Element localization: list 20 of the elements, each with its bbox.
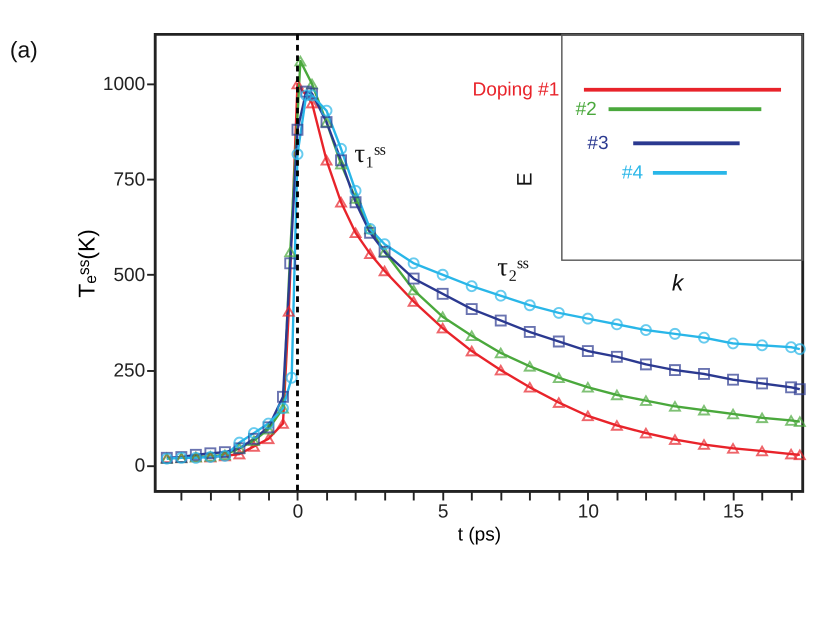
x-axis-title: t (ps)	[458, 524, 502, 546]
text: Doping #1	[472, 79, 560, 100]
y-tick-label: 0	[134, 456, 146, 477]
y-tick-label: 500	[113, 264, 146, 286]
text: #3	[587, 133, 609, 154]
text: (a)	[10, 36, 38, 63]
text: #2	[576, 98, 597, 120]
annotation: k	[672, 269, 685, 296]
annotation: τ₂ˢˢ	[497, 252, 529, 282]
y-tick-label: 750	[113, 170, 146, 191]
y-axis-title: Tₑˢˢ(K)	[73, 229, 100, 298]
x-tick-label: 0	[292, 502, 304, 523]
x-tick-label: 10	[578, 502, 599, 523]
annotation: E	[513, 172, 536, 186]
annotation: τ₁ˢˢ	[354, 138, 386, 168]
legend-label: #4	[622, 162, 644, 184]
x-tick-label: 5	[438, 502, 448, 523]
x-tick-label: 15	[722, 502, 744, 523]
y-tick-label: 250	[113, 360, 146, 382]
y-tick-label: 1000	[102, 74, 146, 96]
